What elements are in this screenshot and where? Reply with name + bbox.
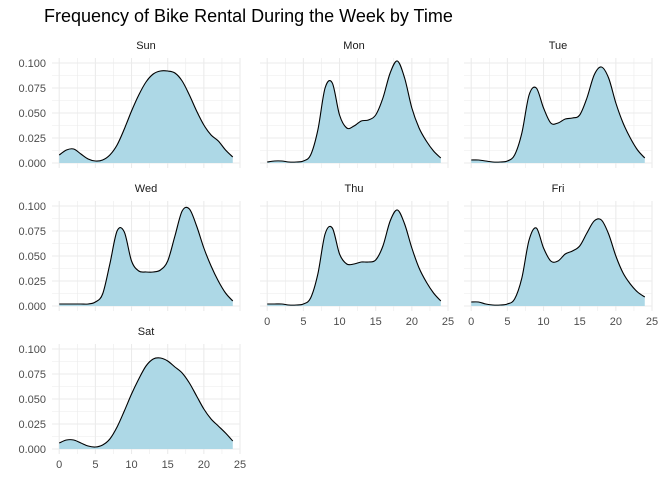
density-area-sun — [59, 70, 233, 163]
density-area-mon — [267, 60, 441, 164]
facet-label: Fri — [552, 183, 565, 195]
density-line-mon — [267, 60, 442, 163]
y-tick-label: 0.000 — [18, 158, 46, 170]
facet-label: Wed — [135, 183, 157, 195]
x-tick-label: 25 — [442, 316, 454, 328]
y-tick-label: 0.050 — [18, 108, 46, 120]
x-tick-label: 5 — [300, 316, 306, 328]
panel-sun: Sun 0.000 0.025 0.050 0.075 0.100 — [18, 40, 241, 170]
y-tick-label: 0.000 — [18, 444, 46, 456]
density-line-sun — [58, 70, 234, 162]
x-tick-label: 15 — [370, 316, 382, 328]
x-tick-label: 0 — [264, 316, 270, 328]
y-tick-label: 0.075 — [18, 369, 46, 381]
facet-label: Sat — [138, 326, 155, 338]
facet-label: Mon — [343, 40, 364, 52]
y-tick-label: 0.100 — [18, 344, 46, 356]
y-tick-label: 0.025 — [18, 276, 46, 288]
y-tick-label: 0.000 — [18, 301, 46, 313]
x-tick-label: 5 — [92, 459, 98, 471]
density-area-thu — [267, 209, 441, 306]
x-tick-label: 20 — [610, 316, 622, 328]
panel-wed: Wed 0.000 0.025 0.050 0.075 0.100 — [18, 183, 241, 313]
chart-title: Frequency of Bike Rental During the Week… — [44, 6, 453, 26]
panel-sat: Sat 0.000 0.025 0.050 0.075 0.100 0 5 10 15 20 25 — [18, 326, 246, 471]
y-tick-label: 0.100 — [18, 201, 46, 213]
y-tick-label: 0.050 — [18, 394, 46, 406]
x-tick-label: 0 — [56, 459, 62, 471]
y-tick-label: 0.075 — [18, 83, 46, 95]
y-tick-label: 0.050 — [18, 251, 46, 263]
facet-label: Sun — [136, 40, 156, 52]
x-tick-label: 15 — [162, 459, 174, 471]
y-tick-label: 0.025 — [18, 133, 46, 145]
x-tick-label: 25 — [234, 459, 246, 471]
panel-tue: Tue — [464, 40, 653, 168]
x-tick-label: 25 — [646, 316, 658, 328]
density-line-fri — [471, 218, 646, 306]
x-tick-label: 20 — [406, 316, 418, 328]
panel-fri: Fri 0 5 10 15 20 25 — [464, 183, 658, 328]
x-tick-label: 20 — [198, 459, 210, 471]
panel-thu: Thu 0 5 10 15 20 25 — [260, 183, 454, 328]
density-area-fri — [471, 218, 645, 306]
x-tick-label: 10 — [125, 459, 137, 471]
x-tick-label: 10 — [537, 316, 549, 328]
x-tick-label: 10 — [333, 316, 345, 328]
density-area-wed — [59, 207, 233, 306]
density-line-tue — [471, 66, 646, 163]
x-tick-label: 15 — [574, 316, 586, 328]
y-tick-label: 0.025 — [18, 419, 46, 431]
density-line-thu — [267, 209, 442, 306]
facet-label: Thu — [345, 183, 364, 195]
density-area-sat — [59, 357, 233, 449]
facet-label: Tue — [549, 40, 568, 52]
density-line-sat — [59, 357, 234, 448]
y-tick-label: 0.100 — [18, 58, 46, 70]
x-tick-label: 5 — [504, 316, 510, 328]
x-tick-label: 0 — [468, 316, 474, 328]
y-tick-label: 0.075 — [18, 226, 46, 238]
panel-mon: Mon — [260, 40, 449, 168]
density-line-wed — [59, 206, 234, 305]
density-area-tue — [471, 66, 645, 163]
